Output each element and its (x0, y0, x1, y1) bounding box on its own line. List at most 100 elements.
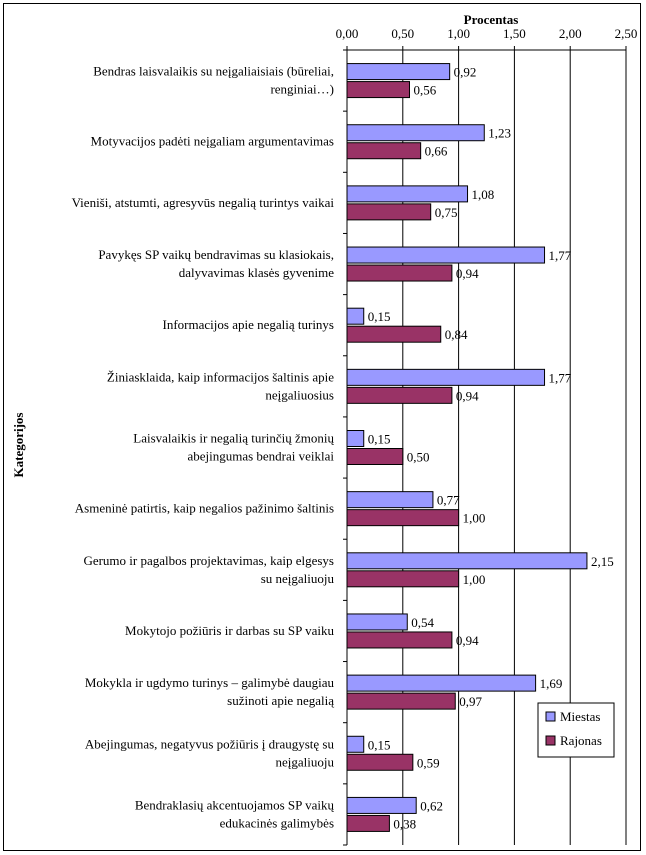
data-label-miestas: 0,15 (368, 432, 391, 447)
x-tick-label: 0,00 (336, 26, 359, 41)
category-label-line: Žiniasklaida, kaip informacijos šaltinis… (107, 369, 334, 384)
category-label-line: neįgaliuosius (265, 387, 334, 402)
data-label-miestas: 0,15 (368, 737, 391, 752)
category-label-line: Gerumo ir pagalbos projektavimas, kaip e… (83, 553, 334, 568)
data-label-rajonas: 1,00 (463, 511, 486, 526)
data-label-miestas: 0,92 (454, 65, 477, 80)
bar-rajonas (346, 142, 422, 160)
bar-rajonas (346, 325, 442, 343)
legend-label: Rajonas (560, 733, 602, 748)
data-label-rajonas: 1,00 (463, 572, 486, 587)
bar-rajonas (346, 814, 390, 832)
bar-rajonas (346, 631, 453, 649)
data-label-miestas: 0,15 (368, 309, 391, 324)
chart-frame (3, 3, 641, 851)
data-label-rajonas: 0,38 (393, 816, 416, 831)
category-label: Vieniši, atstumti, agresyvūs negalią tur… (72, 195, 335, 210)
legend-swatch (545, 711, 556, 722)
data-label-miestas: 1,23 (488, 126, 511, 141)
category-label-line: Laisvalaikis ir negalią turinčių žmonių (133, 431, 334, 446)
category-label-line: Mokykla ir ugdymo turinys – galimybė dau… (85, 675, 335, 690)
bar-miestas (346, 124, 485, 142)
data-label-rajonas: 0,59 (417, 755, 440, 770)
data-label-rajonas: 0,94 (456, 388, 479, 403)
data-label-miestas: 1,08 (472, 187, 495, 202)
data-label-miestas: 1,69 (540, 676, 563, 691)
data-label-miestas: 1,77 (549, 370, 572, 385)
bar-miestas (346, 491, 434, 509)
category-label: Asmeninė patirtis, kaip negalios pažinim… (75, 501, 334, 516)
axis-layer: 0,00 0,50 1,00 1,50 2,00 2,50 (336, 26, 638, 846)
category-label: Mokytojo požiūris ir darbas su SP vaiku (125, 623, 334, 638)
data-label-rajonas: 0,94 (456, 266, 479, 281)
bar-miestas (346, 63, 451, 81)
category-label-line: edukacinės galimybės (220, 815, 334, 830)
bar-rajonas (346, 509, 460, 527)
data-label-rajonas: 0,56 (413, 83, 436, 98)
category-label-line: su neįgaliuoju (261, 571, 335, 586)
category-label: Motyvacijos padėti neįgaliam argumentavi… (91, 134, 334, 149)
data-label-miestas: 2,15 (591, 554, 614, 569)
data-label-miestas: 0,77 (437, 493, 460, 508)
category-label: Žiniasklaida, kaip informacijos šaltinis… (107, 369, 334, 402)
legend: Miestas Rajonas (537, 702, 615, 758)
x-tick-label: 1,00 (447, 26, 470, 41)
bar-miestas (346, 796, 417, 814)
category-label-line: neįgaliuoju (276, 754, 335, 769)
category-label: Bendraklasių akcentuojamos SP vaikų eduka… (135, 797, 335, 830)
x-tick-label: 0,50 (391, 26, 414, 41)
category-label-line: Bendras laisvalaikis su neįgaliaisiais (… (93, 64, 334, 79)
category-label: Mokykla ir ugdymo turinys – galimybė dau… (85, 675, 335, 708)
legend-label: Miestas (560, 709, 600, 724)
x-tick-label: 2,00 (559, 26, 582, 41)
data-label-miestas: 0,62 (420, 798, 443, 813)
category-label: Pavykęs SP vaikų bendravimas su klasioka… (98, 247, 334, 280)
category-label-line: Asmeninė patirtis, kaip negalios pažinim… (75, 501, 334, 516)
bar-rajonas (346, 692, 456, 710)
category-label-line: Informacijos apie negalią turinys (163, 317, 334, 332)
bar-rajonas (346, 264, 453, 282)
category-label-line: abejingumas bendrai veiklai (187, 449, 334, 464)
category-label: Bendras laisvalaikis su neįgaliaisiais (… (93, 64, 334, 97)
bar-rajonas (346, 570, 460, 588)
y-axis-title: Kategorijos (11, 413, 26, 478)
data-label-miestas: 1,77 (549, 248, 572, 263)
category-label: Gerumo ir pagalbos projektavimas, kaip e… (83, 553, 334, 586)
data-label-rajonas: 0,97 (459, 694, 482, 709)
category-label: Informacijos apie negalią turinys (163, 317, 334, 332)
data-label-rajonas: 0,75 (435, 205, 458, 220)
category-label-line: Abejingumas, negatyvus požiūris į draugy… (85, 736, 335, 751)
bar-rajonas (346, 203, 432, 221)
category-label-line: dalyvavimas klasės gyvenime (179, 265, 334, 280)
label-layer: Bendras laisvalaikis su neįgaliaisiais (… (72, 64, 614, 832)
bar-miestas (346, 674, 537, 692)
bar-miestas (346, 185, 469, 203)
category-label: Abejingumas, negatyvus požiūris į draugy… (85, 736, 335, 769)
category-label: Laisvalaikis ir negalią turinčių žmonių a… (133, 431, 334, 464)
x-axis-title: Procentas (464, 12, 519, 27)
bar-rajonas (346, 753, 414, 771)
category-label-line: Mokytojo požiūris ir darbas su SP vaiku (125, 623, 334, 638)
bar-miestas (346, 735, 365, 753)
x-tick-label: 1,50 (503, 26, 526, 41)
data-label-rajonas: 0,94 (456, 633, 479, 648)
bar-layer (346, 63, 588, 832)
bar-rajonas (346, 448, 404, 465)
x-tick-label: 2,50 (615, 26, 638, 41)
bar-miestas (346, 307, 365, 325)
bar-rajonas (346, 386, 453, 404)
data-label-rajonas: 0,84 (445, 327, 468, 342)
bar-miestas (346, 613, 408, 631)
data-label-rajonas: 0,66 (425, 144, 448, 159)
data-label-rajonas: 0,50 (407, 450, 430, 465)
legend-swatch (545, 735, 556, 746)
bar-miestas (346, 430, 365, 447)
bar-miestas (346, 552, 588, 570)
bar-miestas (346, 246, 546, 264)
category-label-line: Motyvacijos padėti neįgaliam argumentavi… (91, 134, 334, 149)
category-label-line: sužinoti apie negalią (227, 693, 334, 708)
category-label-line: Vieniši, atstumti, agresyvūs negalią tur… (72, 195, 335, 210)
bar-miestas (346, 368, 546, 386)
data-label-miestas: 0,54 (411, 615, 434, 630)
